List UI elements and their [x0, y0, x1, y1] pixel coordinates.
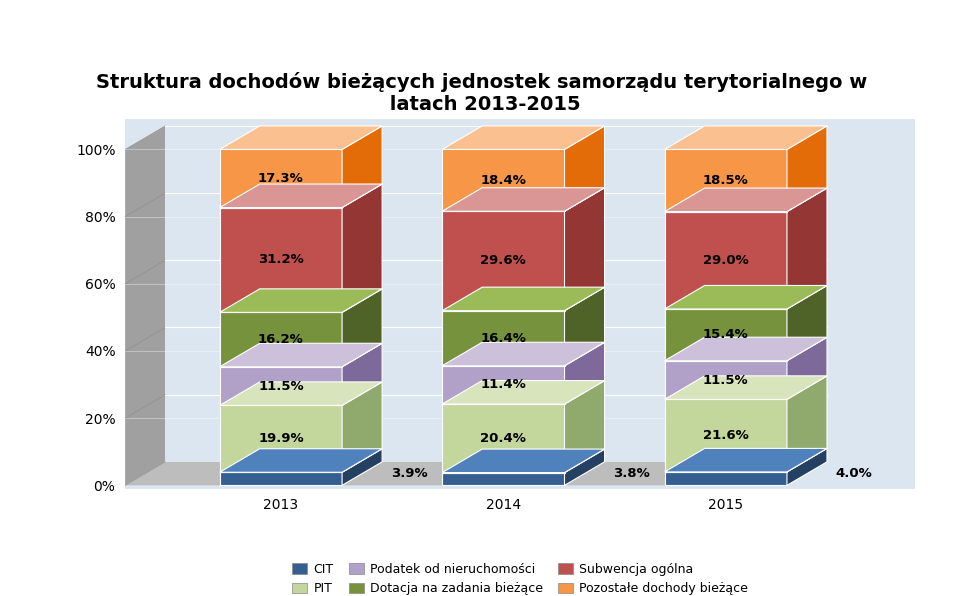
- Bar: [442, 473, 564, 485]
- Bar: [442, 311, 564, 366]
- Polygon shape: [664, 126, 827, 150]
- Text: 16.4%: 16.4%: [481, 332, 526, 344]
- Polygon shape: [442, 342, 605, 366]
- Bar: [220, 367, 342, 405]
- Bar: [220, 312, 342, 367]
- Text: 3.8%: 3.8%: [613, 467, 650, 480]
- Polygon shape: [564, 287, 605, 366]
- Polygon shape: [220, 343, 382, 367]
- Bar: [220, 472, 342, 485]
- Text: 4.0%: 4.0%: [836, 467, 872, 480]
- Polygon shape: [342, 126, 382, 207]
- Bar: [664, 472, 787, 485]
- Text: 18.4%: 18.4%: [481, 174, 526, 187]
- Bar: [220, 405, 342, 472]
- Text: 29.0%: 29.0%: [703, 254, 748, 267]
- Polygon shape: [342, 382, 382, 472]
- Polygon shape: [166, 126, 827, 462]
- Polygon shape: [664, 285, 827, 309]
- Bar: [220, 207, 342, 312]
- Polygon shape: [442, 381, 605, 404]
- Bar: [664, 309, 787, 361]
- Polygon shape: [564, 381, 605, 473]
- Polygon shape: [664, 448, 827, 472]
- Polygon shape: [442, 188, 605, 211]
- Legend: CIT, PIT, Podatek od nieruchomości, Dotacja na zadania bieżące, Subwencja ogólna: CIT, PIT, Podatek od nieruchomości, Dota…: [287, 558, 753, 596]
- Text: 11.5%: 11.5%: [703, 374, 748, 387]
- Bar: [664, 399, 787, 472]
- Bar: [664, 361, 787, 399]
- Polygon shape: [564, 342, 605, 404]
- Polygon shape: [125, 462, 827, 485]
- Bar: [664, 150, 787, 212]
- Text: 18.5%: 18.5%: [703, 174, 748, 187]
- Text: 15.4%: 15.4%: [703, 328, 748, 342]
- Polygon shape: [664, 337, 827, 361]
- Polygon shape: [787, 126, 827, 212]
- Bar: [442, 404, 564, 473]
- Text: 11.4%: 11.4%: [481, 378, 526, 392]
- Text: 17.3%: 17.3%: [258, 172, 303, 185]
- Polygon shape: [664, 376, 827, 399]
- Polygon shape: [220, 289, 382, 312]
- Text: 31.2%: 31.2%: [258, 253, 303, 266]
- Text: 20.4%: 20.4%: [481, 432, 526, 445]
- Polygon shape: [787, 285, 827, 361]
- Text: 21.6%: 21.6%: [703, 429, 748, 442]
- Polygon shape: [564, 126, 605, 211]
- Polygon shape: [220, 449, 382, 472]
- Text: Struktura dochodów bieżących jednostek samorządu terytorialnego w
 latach 2013-2: Struktura dochodów bieżących jednostek s…: [96, 72, 867, 113]
- Polygon shape: [664, 188, 827, 212]
- Polygon shape: [787, 448, 827, 485]
- Text: 16.2%: 16.2%: [258, 333, 303, 346]
- Text: 3.9%: 3.9%: [391, 467, 428, 480]
- Text: 11.5%: 11.5%: [258, 380, 303, 393]
- Polygon shape: [442, 287, 605, 311]
- Bar: [442, 211, 564, 311]
- Bar: [442, 366, 564, 404]
- Polygon shape: [564, 188, 605, 311]
- Polygon shape: [342, 343, 382, 405]
- Polygon shape: [342, 184, 382, 312]
- Polygon shape: [442, 449, 605, 473]
- Bar: [664, 212, 787, 309]
- Polygon shape: [342, 449, 382, 485]
- Polygon shape: [125, 126, 166, 485]
- Bar: [220, 150, 342, 207]
- Polygon shape: [220, 184, 382, 207]
- Text: 29.6%: 29.6%: [481, 254, 526, 268]
- Polygon shape: [442, 126, 605, 150]
- Polygon shape: [220, 126, 382, 150]
- Bar: [442, 150, 564, 211]
- Text: 19.9%: 19.9%: [258, 432, 303, 445]
- Polygon shape: [220, 382, 382, 405]
- Polygon shape: [787, 376, 827, 472]
- Polygon shape: [342, 289, 382, 367]
- Polygon shape: [787, 188, 827, 309]
- Polygon shape: [564, 449, 605, 485]
- Polygon shape: [787, 337, 827, 399]
